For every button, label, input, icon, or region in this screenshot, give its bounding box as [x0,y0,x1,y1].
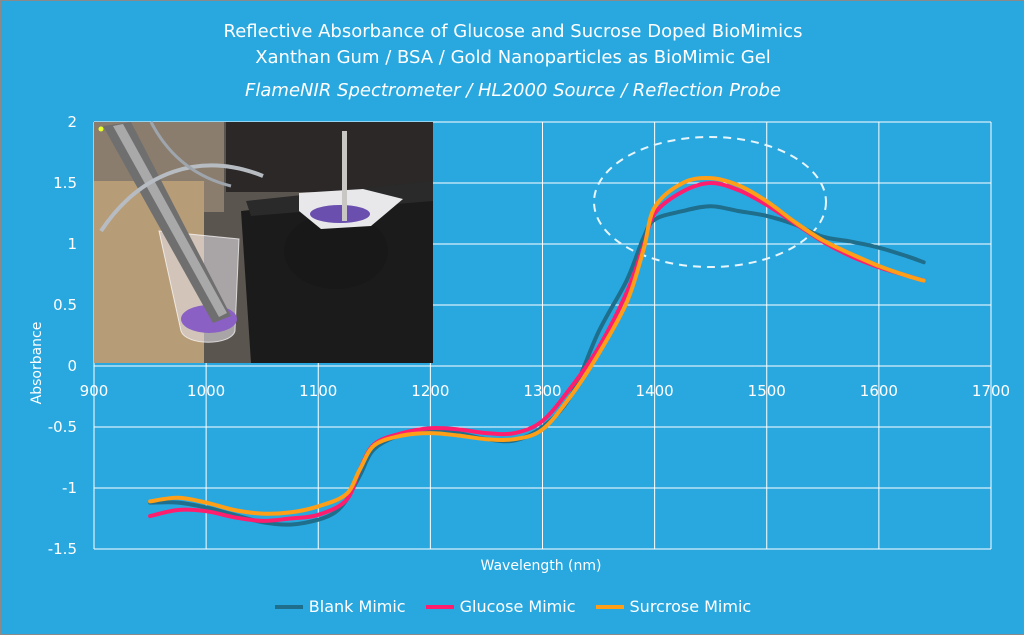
series-line-surcrose-mimic [148,175,926,516]
x-tick-label: 1300 [523,382,561,400]
y-tick-label: -0.5 [48,418,77,436]
y-tick-label: 0.5 [53,296,77,314]
x-tick-label: 1000 [187,382,225,400]
x-tick-label: 1200 [411,382,449,400]
x-tick-label: 1100 [299,382,337,400]
chart-subtitle: Xanthan Gum / BSA / Gold Nanoparticles a… [255,47,771,68]
y-tick-label: 0 [67,357,77,375]
peak-highlight-ellipse [593,136,827,268]
y-tick-label: -1 [62,479,77,497]
x-tick-label: 1400 [636,382,674,400]
x-tick-label: 1600 [860,382,898,400]
y-axis-title: Absorbance [29,322,45,405]
x-axis-title: Wavelength (nm) [481,558,602,574]
legend-item: Blank Mimic [274,597,406,616]
series-lines [148,175,926,527]
chart-title: Reflective Absorbance of Glucose and Suc… [223,21,803,42]
chart-subtitle-instrument: FlameNIR Spectrometer / HL2000 Source / … [245,80,781,101]
legend-swatch [274,604,303,609]
legend-item: Glucose Mimic [425,597,576,616]
y-tick-label: 2 [67,113,77,131]
inset-photo [94,121,433,363]
y-tick-label: 1 [67,235,77,253]
legend-swatch [595,604,624,609]
x-tick-label: 900 [80,382,109,400]
y-tick-label: -1.5 [48,540,77,558]
legend-item: Surcrose Mimic [595,597,752,616]
legend-label: Surcrose Mimic [629,597,752,616]
legend-label: Blank Mimic [308,597,406,616]
y-tick-labels: 2 1.5 1 0.5 0 -0.5 -1 -1.5 [48,113,77,558]
x-tick-labels: 900 1000 1100 1200 1300 1400 1500 1600 1700 [80,382,1010,400]
x-tick-label: 1500 [748,382,786,400]
legend-swatch [425,604,454,609]
legend: Blank Mimic Glucose Mimic Surcrose Mimic [1,597,1024,616]
legend-label: Glucose Mimic [459,597,576,616]
y-tick-label: 1.5 [53,174,77,192]
x-tick-label: 1700 [972,382,1010,400]
